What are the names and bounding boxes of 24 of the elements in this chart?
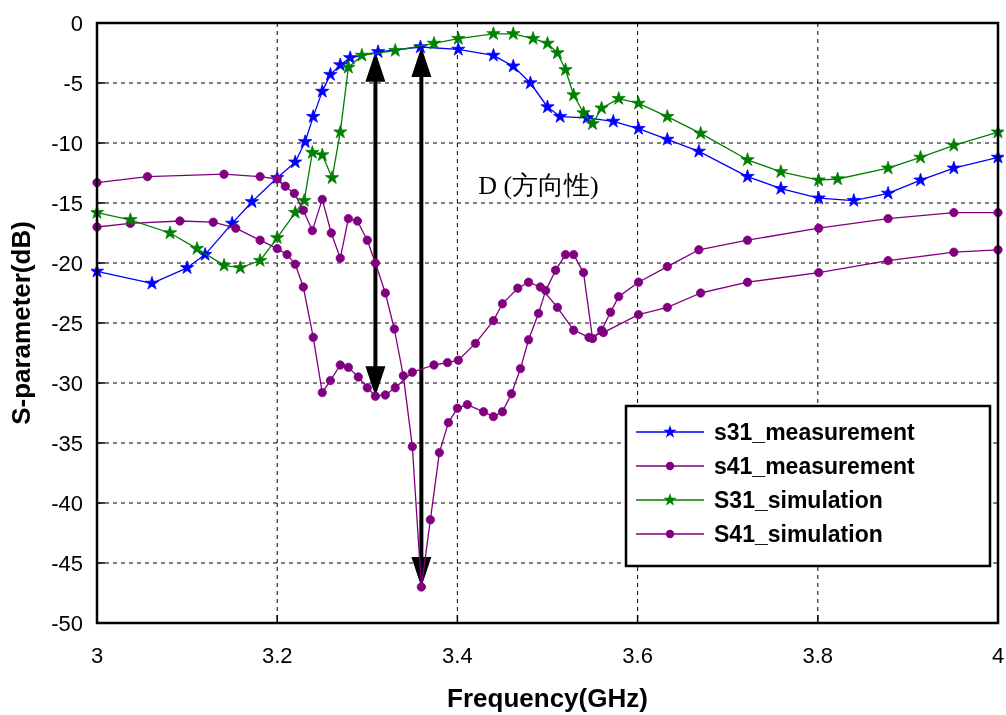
y-tick-label: -25 xyxy=(51,311,83,336)
x-tick-label: 3.4 xyxy=(442,643,473,668)
x-tick-label: 3.2 xyxy=(261,643,293,668)
legend-label: s41_measurement xyxy=(714,453,916,479)
x-tick-label: 3.8 xyxy=(802,643,834,668)
legend-label: S41_simulation xyxy=(714,521,883,547)
y-tick-label: -15 xyxy=(51,191,83,216)
y-tick-label: -40 xyxy=(51,491,83,516)
annotation: D (方向性) xyxy=(478,171,599,200)
legend-label: S31_simulation xyxy=(714,487,883,513)
y-tick-label: -5 xyxy=(63,71,83,96)
x-tick-label: 4 xyxy=(991,643,1005,668)
x-tick-label: 3 xyxy=(90,643,104,668)
y-tick-label: -30 xyxy=(51,371,83,396)
y-tick-label: 0 xyxy=(70,11,83,36)
y-axis-title: S-parameter(dB) xyxy=(6,221,36,425)
x-tick-label: 3.6 xyxy=(622,643,653,668)
y-tick-label: -45 xyxy=(51,551,83,576)
x-axis-title: Frequency(GHz) xyxy=(447,683,648,713)
y-tick-label: -35 xyxy=(51,431,83,456)
y-tick-label: -10 xyxy=(51,131,83,156)
y-tick-label: -20 xyxy=(51,251,83,276)
y-tick-label: -50 xyxy=(51,611,83,636)
legend-label: s31_measurement xyxy=(714,419,916,445)
